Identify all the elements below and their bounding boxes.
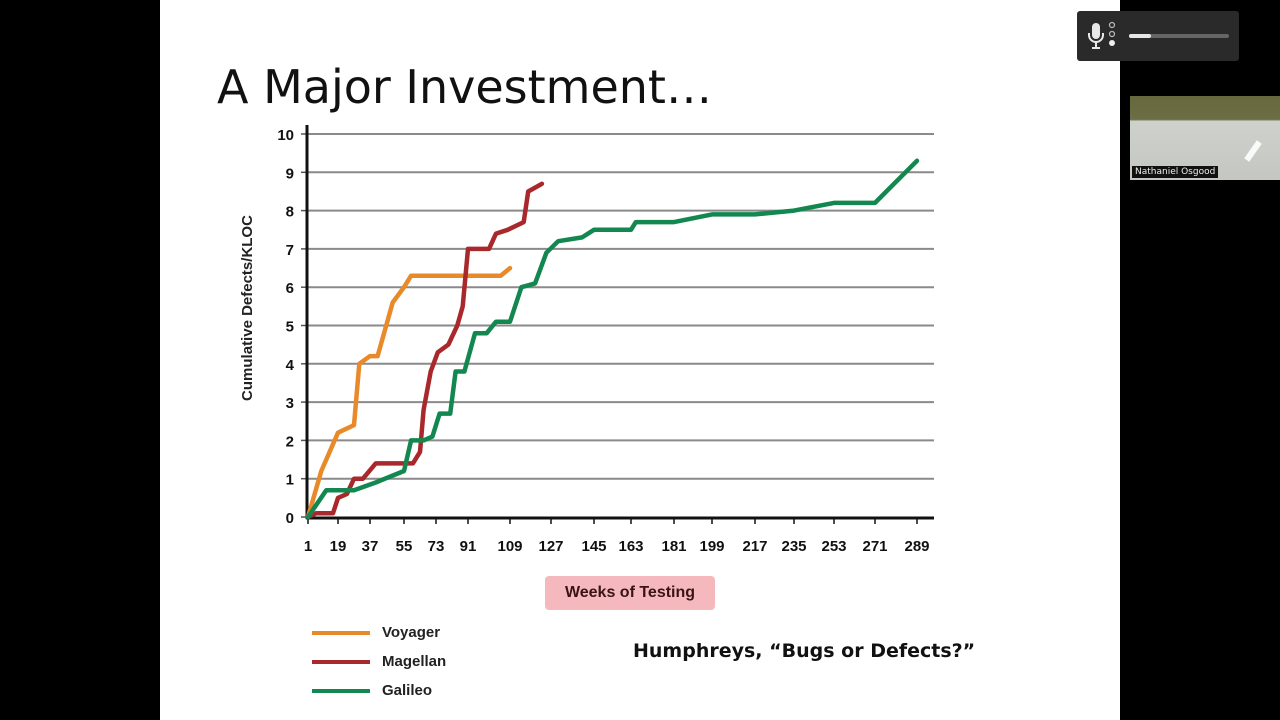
y-tick-label: 5 bbox=[286, 319, 294, 336]
microphone-icon[interactable] bbox=[1085, 19, 1119, 53]
y-tick-label: 6 bbox=[286, 280, 294, 297]
y-axis-label: Cumulative Defects/KLOC bbox=[239, 215, 256, 401]
x-axis-ticks: 1 19 37 55 73 91 109 127 145 163 181 199 217 235 253 27… bbox=[304, 518, 930, 555]
x-tick-label: 1 bbox=[304, 538, 312, 555]
legend-swatch-galileo bbox=[312, 688, 370, 693]
x-tick-label: 145 bbox=[581, 538, 606, 555]
x-tick-label: 271 bbox=[862, 538, 887, 555]
y-axis-ticks: 0 1 2 3 4 5 6 7 8 9 10 bbox=[277, 127, 307, 527]
legend-swatch-magellan bbox=[312, 659, 370, 664]
chart-gridlines bbox=[307, 133, 934, 480]
x-tick-label: 289 bbox=[904, 538, 929, 555]
chart-legend: Voyager Magellan Galileo bbox=[312, 618, 446, 705]
x-tick-label: 217 bbox=[742, 538, 767, 555]
participant-video-tile[interactable]: Nathaniel Osgood bbox=[1130, 96, 1280, 180]
x-tick-label: 127 bbox=[538, 538, 563, 555]
y-tick-label: 8 bbox=[286, 204, 294, 221]
x-tick-label: 181 bbox=[661, 538, 686, 555]
x-tick-label: 37 bbox=[362, 538, 379, 555]
y-tick-label: 10 bbox=[277, 127, 294, 144]
x-tick-label: 199 bbox=[699, 538, 724, 555]
y-tick-label: 2 bbox=[286, 433, 294, 450]
chart-series bbox=[305, 158, 920, 520]
x-tick-label: 19 bbox=[330, 538, 347, 555]
y-tick-label: 9 bbox=[286, 165, 294, 182]
series-line-magellan bbox=[305, 181, 545, 520]
x-axis-label-badge: Weeks of Testing bbox=[545, 576, 715, 610]
presentation-slide: A Major Investment… 0 1 2 3 4 5 6 7 8 9 10 1 19 37 55… bbox=[160, 0, 1120, 720]
series-line-voyager bbox=[305, 265, 513, 520]
y-tick-label: 0 bbox=[286, 510, 294, 527]
y-tick-label: 4 bbox=[286, 357, 295, 374]
x-tick-label: 235 bbox=[781, 538, 806, 555]
slide-title: A Major Investment… bbox=[217, 60, 712, 114]
x-tick-label: 55 bbox=[396, 538, 413, 555]
x-tick-label: 109 bbox=[497, 538, 522, 555]
legend-label: Galileo bbox=[382, 682, 433, 699]
x-tick-label: 73 bbox=[428, 538, 445, 555]
y-tick-label: 1 bbox=[286, 472, 294, 489]
x-tick-label: 91 bbox=[460, 538, 477, 555]
x-tick-label: 163 bbox=[618, 538, 643, 555]
audio-level-panel[interactable] bbox=[1077, 11, 1239, 61]
legend-item-galileo: Galileo bbox=[312, 676, 446, 705]
citation-text: Humphreys, “Bugs or Defects?” bbox=[633, 640, 976, 662]
audio-level-fill bbox=[1129, 34, 1151, 38]
participant-name: Nathaniel Osgood bbox=[1132, 166, 1219, 178]
legend-swatch-voyager bbox=[312, 630, 370, 635]
y-tick-label: 7 bbox=[286, 242, 294, 259]
video-feed bbox=[1244, 140, 1262, 162]
audio-level-meter[interactable] bbox=[1129, 34, 1229, 38]
x-tick-label: 253 bbox=[821, 538, 846, 555]
y-tick-label: 3 bbox=[286, 395, 294, 412]
legend-item-magellan: Magellan bbox=[312, 647, 446, 676]
legend-label: Voyager bbox=[382, 624, 441, 641]
legend-item-voyager: Voyager bbox=[312, 618, 446, 647]
series-line-galileo bbox=[305, 158, 920, 520]
legend-label: Magellan bbox=[382, 653, 447, 670]
